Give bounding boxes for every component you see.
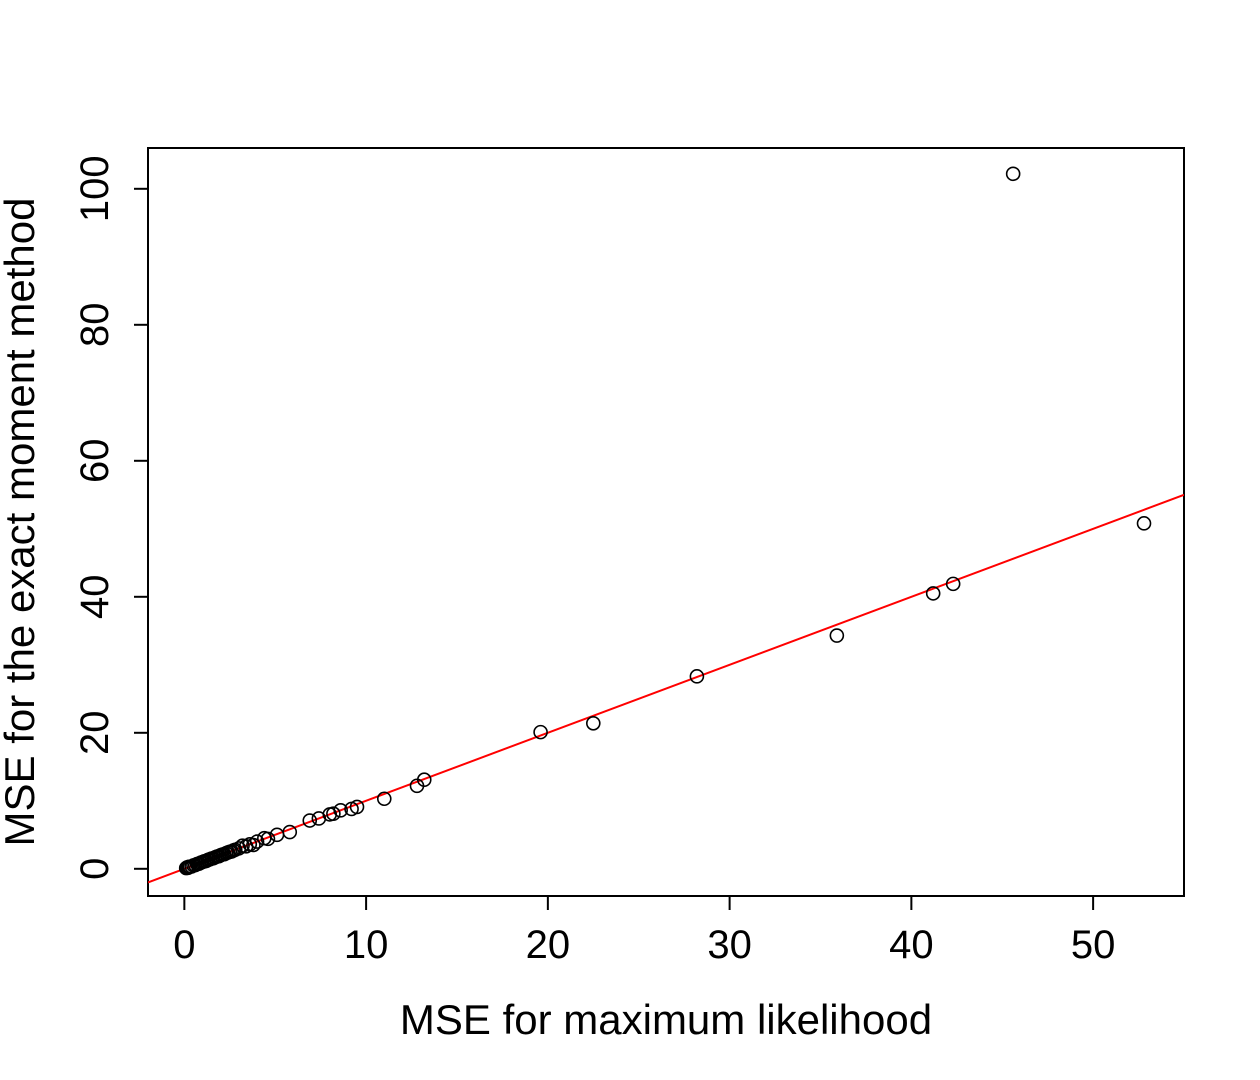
- x-tick-label: 30: [707, 923, 752, 967]
- data-point: [416, 772, 432, 788]
- data-point: [333, 803, 348, 818]
- y-tick-label: 40: [73, 575, 117, 620]
- y-tick-label: 20: [73, 711, 117, 756]
- data-point: [925, 586, 941, 601]
- reference-line-group: [148, 493, 1184, 884]
- data-point: [260, 831, 276, 847]
- y-axis: 0 20 40 60 80 100: [73, 155, 149, 880]
- y-tick-label: 80: [73, 303, 117, 348]
- data-point: [1005, 166, 1021, 182]
- data-point: [689, 669, 705, 684]
- y-axis-title: MSE for the exact moment method: [0, 198, 43, 847]
- data-point: [376, 791, 392, 807]
- x-tick-label: 40: [889, 923, 934, 967]
- y-tick-label: 0: [73, 858, 117, 880]
- x-axis: 0 10 20 30 40 50: [173, 895, 1116, 967]
- data-point: [326, 806, 341, 822]
- data-point: [1136, 516, 1152, 531]
- data-point: [829, 628, 845, 643]
- y-tick-label: 60: [73, 439, 117, 484]
- x-tick-label: 20: [526, 923, 571, 967]
- data-point: [533, 724, 548, 740]
- x-tick-label: 10: [344, 923, 389, 967]
- data-point: [246, 837, 261, 853]
- data-point: [349, 799, 365, 815]
- data-point: [249, 834, 265, 849]
- x-tick-label: 0: [173, 923, 195, 967]
- data-point: [302, 813, 318, 828]
- data-point: [282, 824, 298, 840]
- data-points: [178, 166, 1152, 876]
- reference-line: [148, 493, 1184, 884]
- data-point: [945, 576, 961, 592]
- y-tick-label: 100: [73, 155, 117, 222]
- x-tick-label: 50: [1071, 923, 1116, 967]
- plot-frame: [147, 147, 1185, 897]
- data-point: [585, 715, 601, 731]
- x-axis-title: MSE for maximum likelihood: [400, 996, 932, 1043]
